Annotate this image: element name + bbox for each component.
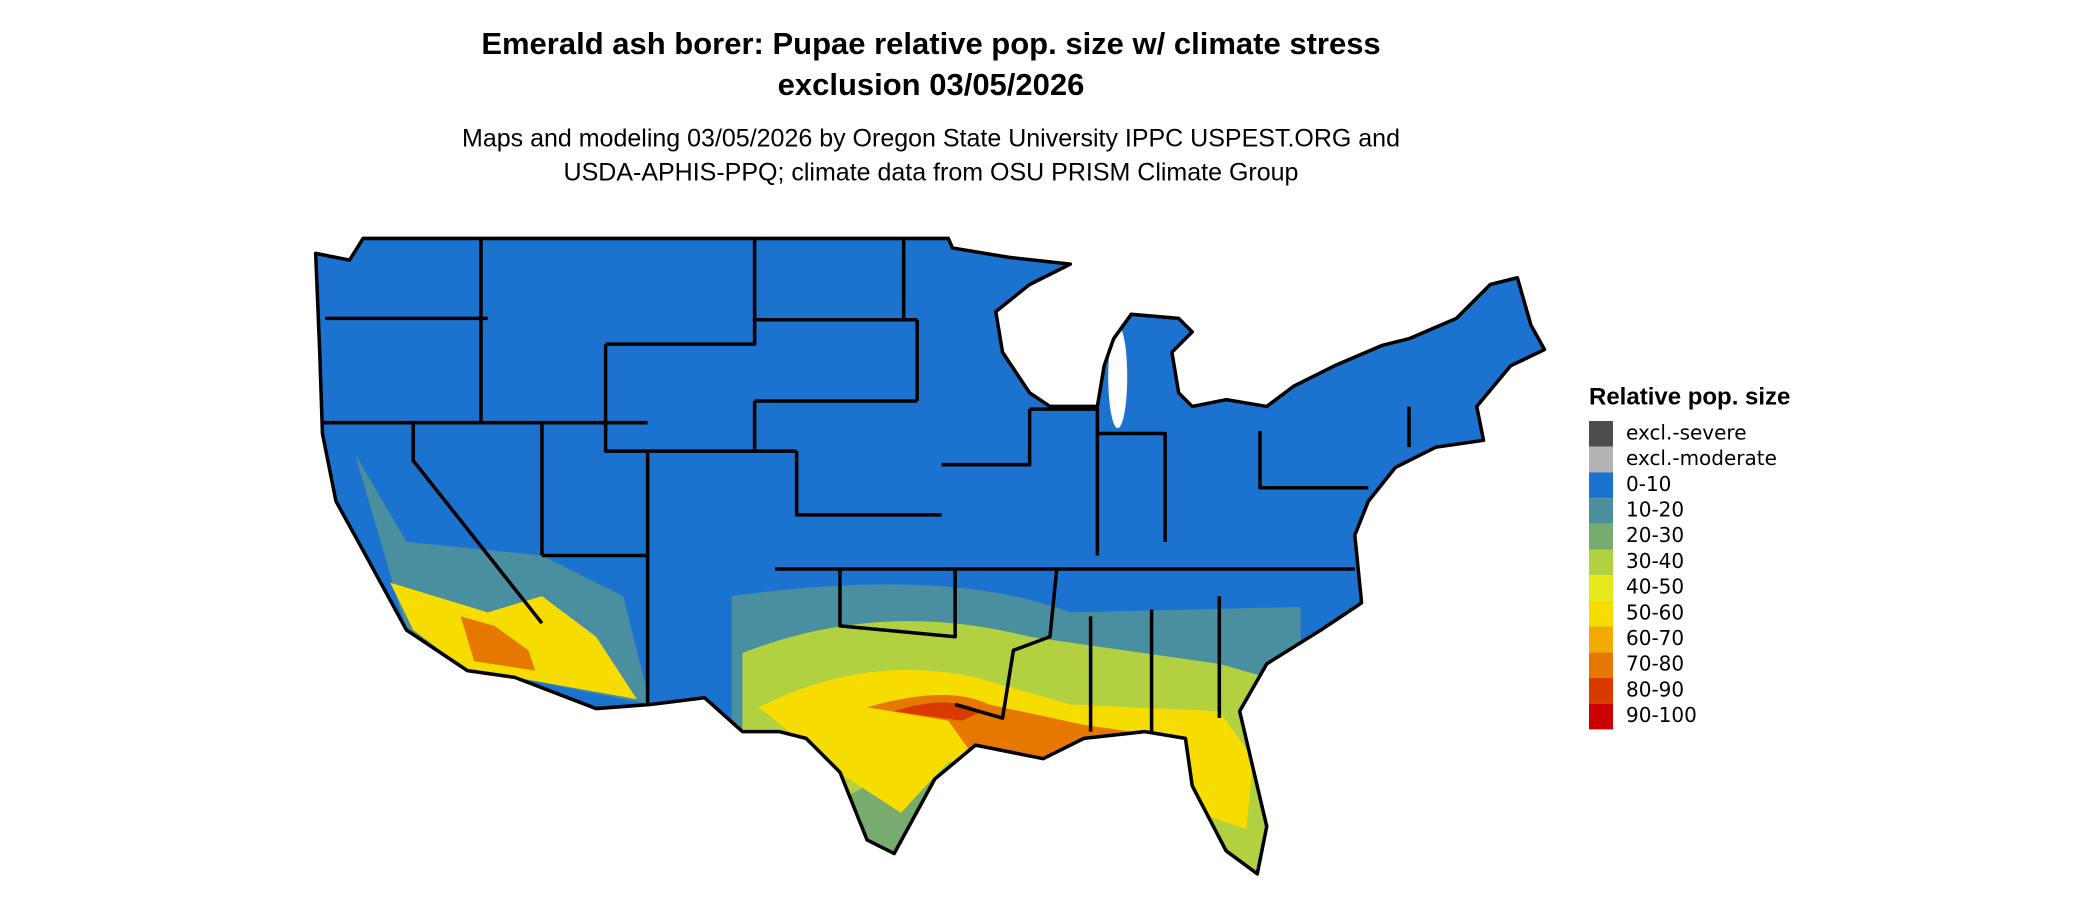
- legend-title: Relative pop. size: [1589, 383, 1790, 410]
- zone-70-80: [460, 616, 536, 671]
- legend-label: 60-70: [1626, 626, 1684, 650]
- legend-label: excl.-moderate: [1626, 446, 1777, 470]
- map: [313, 236, 1547, 876]
- legend-label: 80-90: [1626, 677, 1684, 701]
- legend-swatch: [1589, 600, 1613, 627]
- legend-swatch: [1589, 523, 1613, 550]
- legend-swatch: [1589, 652, 1613, 678]
- legend-swatch: [1589, 446, 1613, 473]
- legend-swatch: [1589, 575, 1613, 601]
- legend-swatch: [1589, 703, 1613, 730]
- legend: excl.-severeexcl.-moderate0-1010-2020-30…: [1589, 420, 1777, 730]
- legend-swatch: [1589, 421, 1613, 447]
- legend-label: 20-30: [1626, 523, 1684, 547]
- legend-swatch: [1589, 472, 1613, 499]
- legend-label: 0-10: [1626, 472, 1671, 496]
- legend-label: 70-80: [1626, 652, 1684, 676]
- subtitle: USDA-APHIS-PPQ; climate data from OSU PR…: [564, 159, 1299, 187]
- legend-swatch: [1589, 498, 1613, 524]
- legend-swatch: [1589, 678, 1613, 704]
- lake: [1108, 325, 1128, 429]
- legend-label: 10-20: [1626, 497, 1684, 521]
- legend-label: 40-50: [1626, 575, 1684, 599]
- state-borders: [322, 238, 1411, 732]
- legend-label: 30-40: [1626, 549, 1684, 573]
- legend-label: 90-100: [1626, 703, 1697, 727]
- legend-label: 50-60: [1626, 600, 1684, 624]
- legend-swatch: [1589, 549, 1613, 576]
- title: exclusion 03/05/2026: [778, 67, 1085, 102]
- legend-swatch: [1589, 626, 1613, 653]
- title: Emerald ash borer: Pupae relative pop. s…: [481, 26, 1380, 61]
- subtitle: Maps and modeling 03/05/2026 by Oregon S…: [462, 125, 1400, 153]
- legend-label: excl.-severe: [1626, 420, 1747, 444]
